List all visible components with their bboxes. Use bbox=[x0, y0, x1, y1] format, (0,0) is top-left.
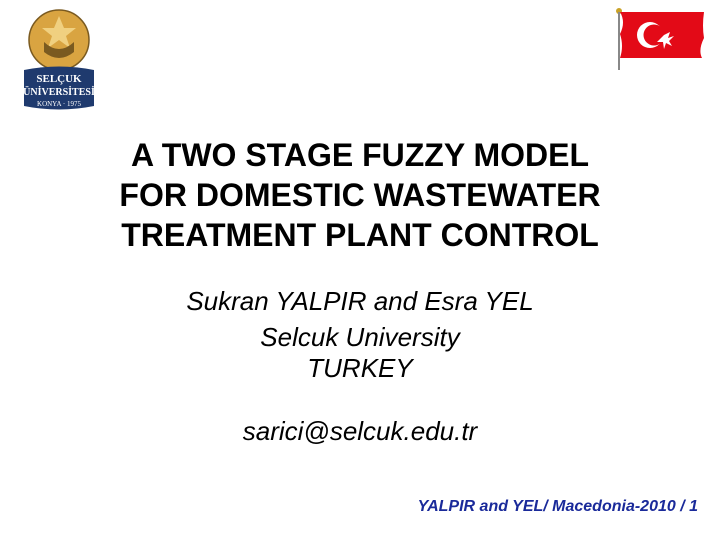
affiliation-line-2: TURKEY bbox=[0, 353, 720, 384]
slide-footer: YALPIR and YEL/ Macedonia-2010 / 1 bbox=[418, 498, 698, 516]
title-line-3: TREATMENT PLANT CONTROL bbox=[0, 215, 720, 255]
university-logo: SELÇUK ÜNİVERSİTESİ KONYA · 1975 bbox=[14, 8, 104, 113]
affiliation-block: Selcuk University TURKEY bbox=[0, 322, 720, 384]
turkey-flag-icon bbox=[616, 8, 706, 68]
logo-text-top: SELÇUK bbox=[36, 73, 82, 85]
title-line-2: FOR DOMESTIC WASTEWATER bbox=[0, 175, 720, 215]
title-line-1: A TWO STAGE FUZZY MODEL bbox=[0, 135, 720, 175]
contact-email: sarici@selcuk.edu.tr bbox=[0, 416, 720, 447]
authors-line: Sukran YALPIR and Esra YEL bbox=[0, 286, 720, 317]
affiliation-line-1: Selcuk University bbox=[0, 322, 720, 353]
logo-text-mid: ÜNİVERSİTESİ bbox=[23, 85, 95, 98]
logo-text-bottom: KONYA · 1975 bbox=[37, 100, 81, 108]
slide-title: A TWO STAGE FUZZY MODEL FOR DOMESTIC WAS… bbox=[0, 135, 720, 255]
